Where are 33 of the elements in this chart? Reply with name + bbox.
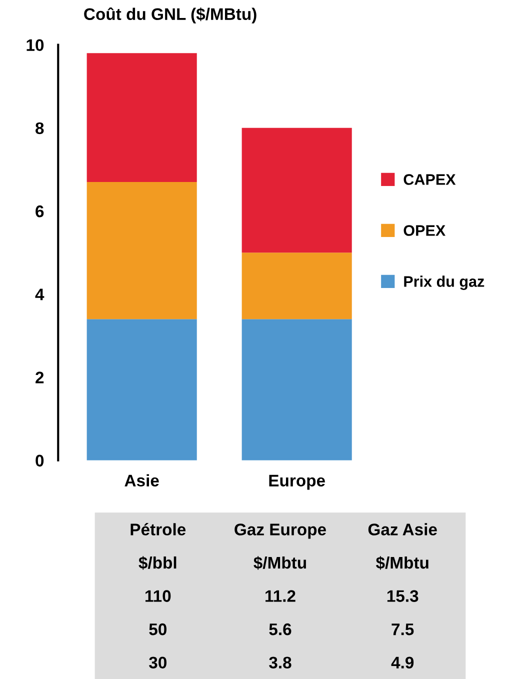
bar (86, 319, 197, 460)
y-tick-label: 6 (36, 205, 44, 218)
x-tick-label: Europe (269, 474, 325, 490)
y-tick-label: 0 (36, 454, 44, 467)
chart-title: Coût du GNL ($/MBtu) (84, 7, 256, 24)
y-tick-label: 2 (36, 372, 44, 384)
bar (86, 53, 197, 182)
bar (86, 182, 197, 320)
legend-label: OPEX (404, 225, 446, 236)
text: 50 (149, 623, 166, 636)
text: 5.6 (269, 623, 292, 636)
bar (242, 319, 352, 460)
bar (242, 252, 352, 320)
y-tick-label: 8 (36, 122, 44, 134)
text: 30 (149, 656, 166, 669)
y-tick-label: 10 (26, 39, 44, 52)
bar (242, 128, 352, 253)
y-tick-label: 4 (35, 288, 44, 300)
text: Pétrole (130, 523, 186, 536)
text: 11.2 (266, 590, 296, 602)
text: Gaz Asie (368, 523, 437, 536)
text: Gaz Europe (234, 524, 326, 539)
text: 4.9 (391, 656, 414, 668)
text: 110 (145, 590, 171, 602)
legend-label: CAPEX (404, 174, 456, 185)
text: $/bbl (138, 556, 176, 570)
text: $/Mbtu (376, 556, 428, 570)
x-tick-label: Asie (124, 474, 159, 486)
text: 7.5 (392, 624, 414, 636)
text: 15.3 (387, 590, 418, 602)
legend-label: Prix du gaz (404, 276, 484, 290)
text: $/Mbtu (254, 556, 306, 570)
text: 3.8 (269, 656, 292, 669)
